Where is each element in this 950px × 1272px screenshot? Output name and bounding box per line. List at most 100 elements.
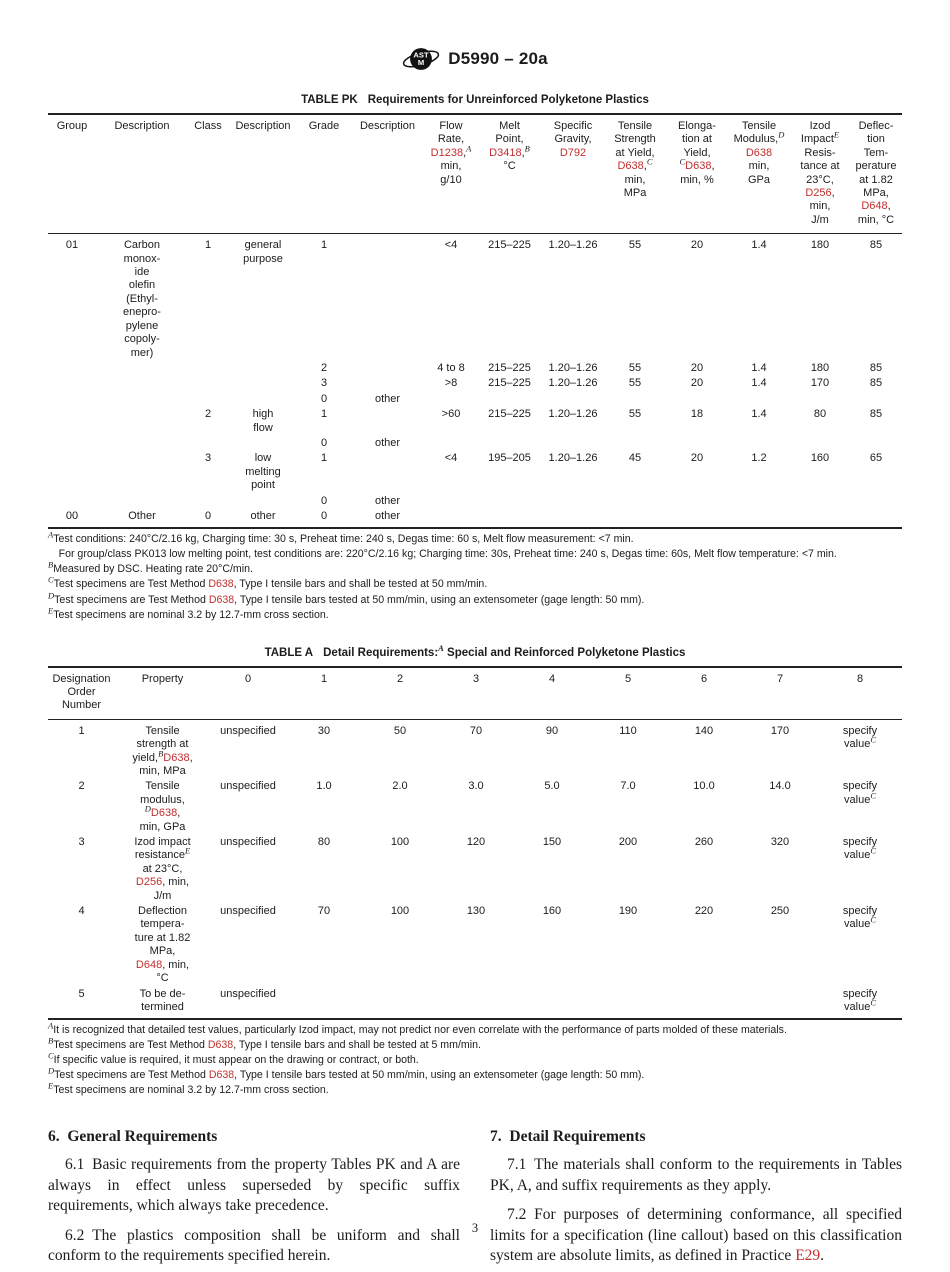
footnote-ref: B [48, 1035, 54, 1046]
reference-link[interactable]: D638 [208, 578, 234, 591]
table-a-cell: 2 [78, 780, 85, 793]
table-pk-cell [728, 436, 790, 451]
table-pk-cell [850, 494, 902, 509]
table-a-cell: 90 [545, 724, 559, 737]
table-pk-cell [188, 392, 228, 407]
reference-link[interactable]: D638 [163, 751, 190, 764]
table-pk-cell: 1.20–1.26 [548, 452, 598, 465]
table-pk-cell: 85 [869, 408, 883, 421]
reference-link[interactable]: D3418 [489, 146, 522, 159]
table-pk-cell [96, 407, 188, 436]
table-pk-cell: other [374, 436, 401, 449]
table-pk-cell: 01 [65, 239, 79, 252]
table-a-footnotes: AIt is recognized that detailed test val… [48, 1022, 902, 1098]
table-pk-cell: 20 [690, 452, 704, 465]
table-a-cell: unspecified [220, 724, 276, 737]
table-pk-header-cell: Elonga-tion at Yield, CD638, min, % [666, 114, 728, 235]
table-pk-cell [477, 436, 542, 451]
table-a-cell: specify valueC [842, 987, 878, 1013]
table-pk-row: 3 low melting point 1 <4 195–205 1.20–1.26 45 20 1… [48, 451, 902, 493]
table-pk-cell: 0 [320, 509, 328, 522]
table-pk-cell [790, 392, 850, 407]
reference-link[interactable]: D648 [135, 958, 163, 971]
reference-link[interactable]: D1238 [430, 146, 464, 159]
paragraph: 7.2 For purposes of determining conforma… [490, 1206, 902, 1265]
reference-link[interactable]: D638 [150, 807, 178, 820]
table-a-cell: 3.0 [468, 780, 484, 793]
table-pk-cell [850, 509, 902, 528]
table-pk-cell: 85 [869, 239, 883, 252]
table-pk-cell: 215–225 [488, 408, 531, 421]
table-pk-cell: low melting point [245, 452, 281, 492]
table-a-cell: To be de-termined [139, 987, 186, 1013]
table-a-cell: Tensile modulus, DD638, min, GPa [139, 780, 186, 833]
table-a-header-cell: 1 [286, 666, 362, 720]
table-pk-cell: 20 [690, 239, 704, 252]
footnote: DTest specimens are Test Method D638, Ty… [48, 589, 645, 606]
table-pk-cell [228, 392, 298, 407]
table-a-cell [438, 987, 514, 1020]
reference-link[interactable]: D638 [745, 146, 773, 159]
table-pk-cell: >60 [441, 408, 461, 421]
table-pk-cell: 215–225 [488, 239, 531, 252]
table-pk-footnotes: ATest conditions: 240°C/2.16 kg, Chargin… [48, 531, 902, 622]
table-a-cell: 2.0 [392, 780, 408, 793]
table-pk-header-cell: Tensile Modulus,D D638 min, GPa [728, 114, 790, 235]
table-a-cell: 30 [317, 724, 331, 737]
reference-link[interactable]: D638 [685, 160, 712, 173]
table-pk-cell: 55 [628, 361, 642, 374]
table-a-cell: 250 [770, 905, 790, 918]
footnote: DTest specimens are Test Method D638, Ty… [48, 1065, 645, 1082]
footnote-ref: A [438, 642, 444, 653]
table-pk-cell: 0 [204, 509, 212, 522]
table-pk-cell [96, 376, 188, 391]
footnote-ref: C [646, 156, 653, 167]
table-pk-cell [850, 436, 902, 451]
paragraph: 6.1 Basic requirements from the property… [48, 1156, 460, 1215]
table-pk-cell [228, 376, 298, 391]
table-pk-cell: 00 [65, 509, 79, 522]
table-pk-cell: 1.2 [751, 452, 767, 465]
table-pk-cell: 20 [690, 361, 704, 374]
table-pk-cell: 85 [869, 361, 883, 374]
table-pk-cell [425, 392, 477, 407]
table-pk-cell: 1.4 [751, 361, 767, 374]
reference-link[interactable]: D648 [861, 200, 888, 213]
table-a-cell: 160 [542, 905, 562, 918]
reference-link[interactable]: E29 [795, 1247, 821, 1265]
reference-link[interactable]: D638 [207, 1039, 234, 1052]
footnote: ETest specimens are nominal 3.2 by 12.7-… [48, 605, 329, 621]
table-a-cell: 1.0 [316, 780, 332, 793]
footnote-ref: D [48, 1065, 55, 1076]
table-pk-cell [96, 436, 188, 451]
footnote: BTest specimens are Test Method D638, Ty… [48, 1035, 481, 1052]
table-pk-cell: <4 [444, 239, 458, 252]
footnote-ref: D [144, 803, 151, 814]
reference-link[interactable]: D256 [135, 876, 163, 889]
table-pk-cell: 55 [628, 377, 642, 390]
reference-link[interactable]: D256 [805, 187, 832, 200]
table-a-cell: unspecified [220, 905, 276, 918]
table-pk-cell: 1 [320, 239, 328, 252]
table-a-cell [286, 987, 362, 1020]
table-pk-cell [425, 494, 477, 509]
table-a-cell [666, 987, 742, 1020]
table-a-row: 3 Izod impact resistanceE at 23°C, D256, min… [48, 835, 902, 904]
reference-link[interactable]: D792 [559, 146, 587, 159]
footnote-ref: D [778, 129, 785, 140]
table-pk-cell: Other [128, 509, 156, 522]
table-pk-cell: 3 [320, 377, 328, 390]
reference-link[interactable]: D638 [208, 1069, 235, 1082]
table-pk-cell: other [374, 494, 401, 507]
reference-link[interactable]: D638 [208, 593, 235, 606]
table-pk-cell: 180 [810, 361, 830, 374]
table-a-cell: 100 [390, 905, 410, 918]
table-pk-cell [542, 509, 604, 528]
table-a-cell: Tensile strength at yield,BD638, min, MPa [132, 724, 193, 777]
table-a-cell: specify valueC [842, 905, 878, 931]
table-a: Designation Order Number Property 0 1 2 3 4 5 6 7 8 1… [48, 665, 902, 1021]
paragraph: 6.2 The plastics composition shall be un… [48, 1226, 460, 1265]
reference-link[interactable]: D638 [617, 160, 644, 173]
table-pk-cell: 3 [204, 452, 212, 465]
table-pk-cell [188, 494, 228, 509]
